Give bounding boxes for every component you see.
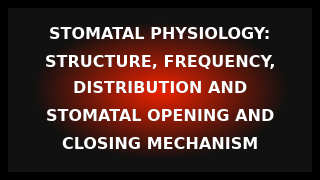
Text: CLOSING MECHANISM: CLOSING MECHANISM (62, 137, 258, 152)
Text: STOMATAL OPENING AND: STOMATAL OPENING AND (46, 109, 274, 124)
Text: DISTRIBUTION AND: DISTRIBUTION AND (73, 81, 247, 96)
Text: STOMATAL PHYSIOLOGY:: STOMATAL PHYSIOLOGY: (49, 27, 271, 42)
Text: STOMATAL OPENING AND: STOMATAL OPENING AND (46, 109, 274, 124)
Text: STOMATAL PHYSIOLOGY:: STOMATAL PHYSIOLOGY: (49, 27, 271, 42)
Text: STRUCTURE, FREQUENCY,: STRUCTURE, FREQUENCY, (45, 55, 275, 70)
Text: DISTRIBUTION AND: DISTRIBUTION AND (73, 81, 247, 96)
Text: CLOSING MECHANISM: CLOSING MECHANISM (62, 137, 258, 152)
Text: STRUCTURE, FREQUENCY,: STRUCTURE, FREQUENCY, (45, 55, 275, 70)
